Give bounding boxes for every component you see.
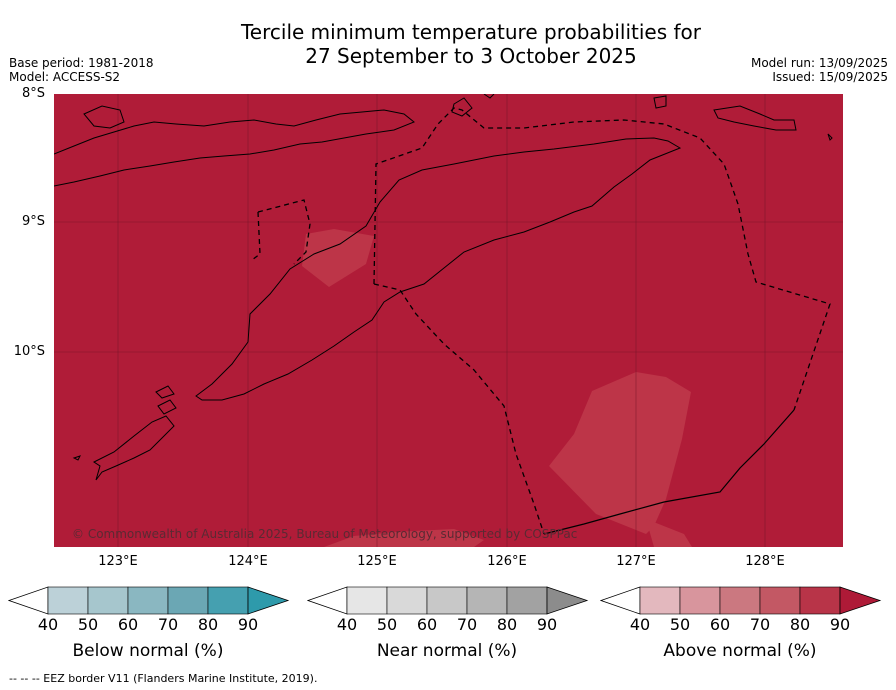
colorbar-segment: [506, 586, 548, 615]
colorbar-below-normal: [8, 586, 290, 615]
colorbar-segment: [87, 586, 129, 615]
colorbar-tick-label: 80: [789, 615, 811, 634]
colorbar-segment: [719, 586, 761, 615]
base-period: Base period: 1981-2018: [9, 56, 154, 70]
colorbar-title-above: Above normal (%): [663, 641, 817, 661]
eez-legend-footer: -- -- -- EEZ border V11 (Flanders Marine…: [9, 672, 318, 685]
colorbar-extend-high: [546, 586, 589, 615]
colorbar-segment: [127, 586, 169, 615]
colorbar-segment: [466, 586, 508, 615]
colorbar-extend-high: [839, 586, 882, 615]
title-line-1: Tercile minimum temperature probabilitie…: [240, 20, 702, 44]
colorbar-segment: [167, 586, 209, 615]
colorbar-segment: [639, 586, 681, 615]
colorbar-segment: [799, 586, 841, 615]
colorbar-segment: [207, 586, 249, 615]
colorbar-segment: [47, 586, 89, 615]
copyright-notice: © Commonwealth of Australia 2025, Bureau…: [72, 527, 578, 541]
colorbar-tick-label: 90: [829, 615, 851, 634]
lon-label-124e: 124°E: [228, 554, 268, 569]
meta-right: Model run: 13/09/2025 Issued: 15/09/2025: [751, 56, 888, 84]
colorbar-extend-low: [307, 586, 348, 615]
colorbar-tick-label: 70: [749, 615, 771, 634]
colorbar-tick-label: 50: [77, 615, 99, 634]
map-background: [54, 94, 843, 547]
colorbar-title-near: Near normal (%): [376, 641, 518, 661]
probability-patch: [646, 519, 692, 547]
colorbar-segment: [679, 586, 721, 615]
colorbar-extend-high: [247, 586, 290, 615]
probability-patch: [549, 372, 691, 534]
colorbar-extend-low: [8, 586, 49, 615]
colorbar-tick-label: 70: [456, 615, 478, 634]
colorbar-segment: [759, 586, 801, 615]
model-run: Model run: 13/09/2025: [750, 56, 888, 70]
seabed-boundary: [543, 409, 795, 535]
colorbar-tick-label: 40: [37, 615, 59, 634]
probability-patch: [324, 529, 484, 547]
issued-date: Issued: 15/09/2025: [772, 70, 888, 84]
colorbar-tick-label: 50: [669, 615, 691, 634]
colorbar-tick-label: 60: [117, 615, 139, 634]
lon-label-128e: 128°E: [745, 554, 785, 569]
coastlines: [54, 94, 833, 481]
colorbar-tick-label: 60: [709, 615, 731, 634]
lat-label-8s: 8°S: [21, 86, 45, 101]
colorbar-title-below: Below normal (%): [72, 641, 224, 661]
colorbar-tick-label: 80: [197, 615, 219, 634]
colorbar-tick-label: 40: [629, 615, 651, 634]
colorbar-tick-label: 60: [416, 615, 438, 634]
lon-label-127e: 127°E: [616, 554, 656, 569]
model-name: Model: ACCESS-S2: [9, 70, 121, 84]
colorbar-tick-label: 90: [536, 615, 558, 634]
colorbar-tick-label: 90: [237, 615, 259, 634]
probability-map: [54, 94, 843, 547]
meta-left: Base period: 1981-2018 Model: ACCESS-S2: [9, 56, 154, 84]
map-title: Tercile minimum temperature probabilitie…: [0, 20, 896, 68]
probability-patch: [302, 229, 374, 287]
colorbar-extend-low: [600, 586, 641, 615]
lon-label-123e: 123°E: [98, 554, 138, 569]
lat-label-10s: 10°S: [13, 344, 45, 359]
colorbar-segment: [346, 586, 388, 615]
colorbar-segment: [386, 586, 428, 615]
colorbar-tick-label: 40: [336, 615, 358, 634]
lat-label-9s: 9°S: [21, 214, 45, 229]
colorbar-tick-label: 80: [496, 615, 518, 634]
title-line-2: 27 September to 3 October 2025: [305, 44, 637, 68]
colorbar-above-normal: [600, 586, 882, 615]
lon-label-125e: 125°E: [357, 554, 397, 569]
colorbar-near-normal: [307, 586, 589, 615]
colorbar-tick-label: 50: [376, 615, 398, 634]
lon-label-126e: 126°E: [487, 554, 527, 569]
graticule: [54, 94, 843, 547]
eez-border: [251, 107, 831, 535]
colorbar-tick-label: 70: [157, 615, 179, 634]
colorbar-segment: [426, 586, 468, 615]
